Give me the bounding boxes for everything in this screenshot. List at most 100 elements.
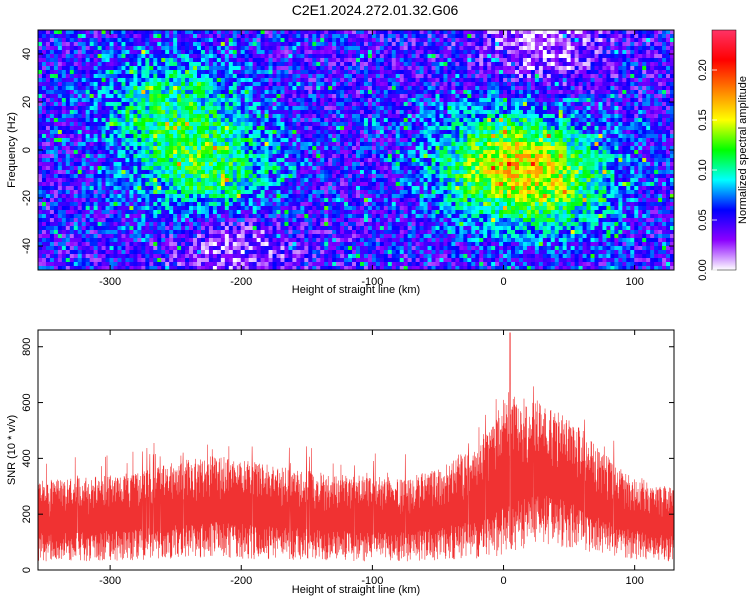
heatmap-cell [419, 110, 424, 115]
heatmap-cell [602, 138, 607, 143]
heatmap-cell [427, 114, 432, 119]
heatmap-cell [654, 58, 659, 63]
heatmap-cell [542, 74, 548, 79]
heatmap-cell [499, 34, 504, 39]
heatmap-cell [316, 138, 321, 143]
heatmap-cell [614, 66, 619, 71]
heatmap-cell [264, 134, 269, 139]
heatmap-cell [57, 126, 63, 131]
heatmap-cell [586, 82, 591, 87]
heatmap-cell [197, 34, 202, 39]
heatmap-cell [212, 90, 218, 95]
heatmap-cell [550, 138, 556, 143]
heatmap-cell [49, 30, 55, 35]
heatmap-cell [137, 50, 142, 55]
heatmap-cell [81, 106, 87, 111]
heatmap-cell [487, 54, 492, 59]
heatmap-cell [89, 70, 95, 75]
heatmap-cell [38, 58, 43, 63]
heatmap-cell [491, 70, 496, 75]
heatmap-cell [288, 30, 293, 35]
heatmap-cell [395, 90, 401, 95]
heatmap-cell [316, 66, 321, 71]
heatmap-cell [467, 46, 472, 51]
heatmap-cell [475, 146, 480, 151]
heatmap-cell [117, 86, 122, 91]
heatmap-cell [137, 118, 142, 123]
heatmap-cell [586, 78, 591, 83]
heatmap-cell [379, 126, 385, 131]
heatmap-cell [670, 62, 675, 67]
heatmap-cell [189, 146, 194, 151]
heatmap-cell [487, 70, 492, 75]
heatmap-cell [447, 118, 452, 123]
heatmap-cell [630, 66, 635, 71]
heatmap-cell [81, 90, 87, 95]
heatmap-cell [427, 86, 432, 91]
heatmap-cell [61, 54, 67, 59]
heatmap-cell [479, 34, 484, 39]
heatmap-cell [252, 46, 258, 51]
heatmap-cell [200, 142, 206, 147]
heatmap-cell [363, 118, 369, 123]
heatmap-cell [379, 150, 385, 155]
heatmap-cell [65, 46, 71, 51]
heatmap-cell [276, 82, 281, 87]
heatmap-cell [594, 78, 599, 83]
heatmap-cell [379, 114, 385, 119]
heatmap-cell [320, 122, 325, 127]
heatmap-cell [562, 42, 568, 47]
heatmap-cell [173, 50, 178, 55]
heatmap-cell [546, 110, 552, 115]
heatmap-cell [85, 98, 91, 103]
heatmap-cell [650, 122, 655, 127]
heatmap-cell [328, 82, 333, 87]
heatmap-cell [93, 94, 99, 99]
heatmap-cell [248, 50, 254, 55]
heatmap-cell [121, 74, 126, 79]
heatmap-cell [483, 130, 488, 135]
heatmap-cell [646, 86, 651, 91]
heatmap-cell [403, 114, 409, 119]
heatmap-cell [654, 46, 659, 51]
heatmap-cell [340, 122, 345, 127]
heatmap-cell [610, 146, 615, 151]
heatmap-cell [169, 74, 174, 79]
heatmap-cell [503, 114, 508, 119]
heatmap-cell [81, 98, 87, 103]
heatmap-cell [646, 122, 651, 127]
heatmap-cell [407, 38, 413, 43]
heatmap-cell [495, 66, 500, 71]
heatmap-cell [53, 58, 59, 63]
heatmap-cell [538, 62, 544, 67]
heatmap-cell [618, 150, 623, 155]
heatmap-cell [181, 138, 186, 143]
heatmap-cell [117, 98, 122, 103]
heatmap-cell [252, 94, 258, 99]
heatmap-cell [495, 146, 500, 151]
heatmap-cell [614, 30, 619, 35]
heatmap-cell [670, 118, 675, 123]
heatmap-cell [204, 98, 210, 103]
heatmap-cell [109, 78, 114, 83]
heatmap-cell [419, 114, 424, 119]
heatmap-cell [101, 110, 106, 115]
heatmap-cell [670, 42, 675, 47]
heatmap-cell [197, 74, 202, 79]
heatmap-cell [602, 78, 607, 83]
heatmap-cell [236, 86, 242, 91]
heatmap-cell [518, 122, 524, 127]
heatmap-cell [455, 134, 460, 139]
heatmap-cell [371, 110, 377, 115]
heatmap-cell [193, 42, 198, 47]
heatmap-cell [538, 82, 544, 87]
heatmap-cell [463, 82, 468, 87]
heatmap-cell [658, 94, 663, 99]
heatmap-cell [515, 122, 520, 127]
heatmap-cell [141, 70, 146, 75]
heatmap-cell [181, 78, 186, 83]
heatmap-cell [133, 82, 138, 87]
heatmap-cell [288, 54, 293, 59]
heatmap-cell [45, 78, 51, 83]
heatmap-cell [153, 30, 158, 35]
